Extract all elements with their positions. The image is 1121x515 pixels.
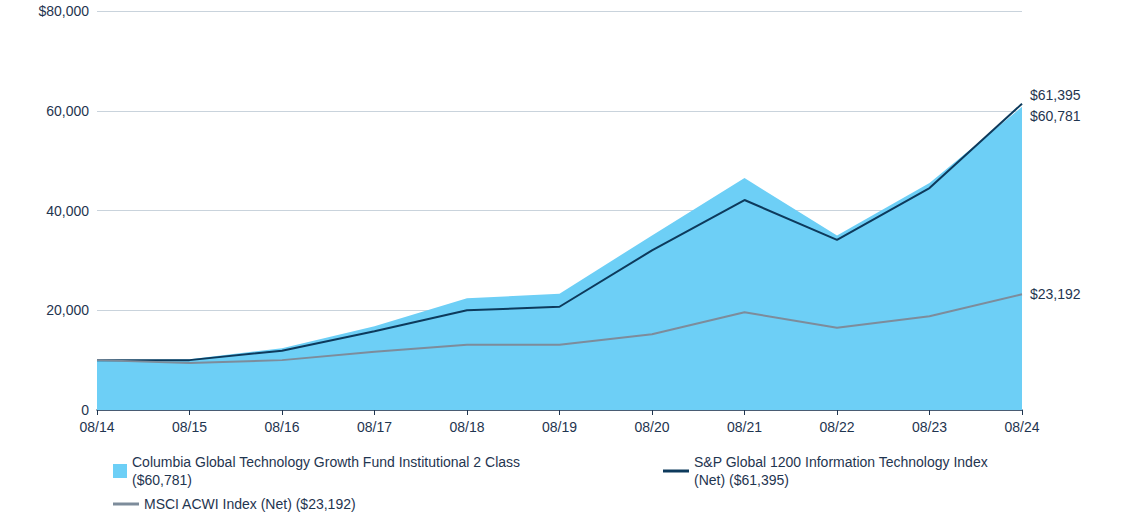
svg-text:08/22: 08/22 xyxy=(819,419,854,435)
svg-text:(Net) ($61,395): (Net) ($61,395) xyxy=(694,472,789,488)
svg-text:S&P Global 1200 Information Te: S&P Global 1200 Information Technology I… xyxy=(694,454,992,470)
svg-text:$60,781: $60,781 xyxy=(1030,108,1081,124)
svg-text:08/16: 08/16 xyxy=(264,419,299,435)
svg-text:$23,192: $23,192 xyxy=(1030,286,1081,302)
svg-text:08/23: 08/23 xyxy=(912,419,947,435)
svg-text:$61,395: $61,395 xyxy=(1030,87,1081,103)
svg-text:08/19: 08/19 xyxy=(542,419,577,435)
svg-text:($60,781): ($60,781) xyxy=(132,472,192,488)
svg-text:08/15: 08/15 xyxy=(172,419,207,435)
svg-text:40,000: 40,000 xyxy=(46,203,89,219)
svg-text:MSCI ACWI Index (Net) ($23,192: MSCI ACWI Index (Net) ($23,192) xyxy=(144,496,356,512)
svg-text:08/24: 08/24 xyxy=(1004,419,1039,435)
svg-text:08/21: 08/21 xyxy=(727,419,762,435)
svg-text:20,000: 20,000 xyxy=(46,302,89,318)
svg-text:0: 0 xyxy=(81,402,89,418)
svg-text:$80,000: $80,000 xyxy=(38,3,89,19)
svg-text:08/17: 08/17 xyxy=(357,419,392,435)
svg-text:08/20: 08/20 xyxy=(634,419,669,435)
svg-text:Columbia Global Technology Gro: Columbia Global Technology Growth Fund I… xyxy=(132,454,524,470)
svg-text:08/14: 08/14 xyxy=(79,419,114,435)
svg-text:60,000: 60,000 xyxy=(46,103,89,119)
svg-text:08/18: 08/18 xyxy=(449,419,484,435)
